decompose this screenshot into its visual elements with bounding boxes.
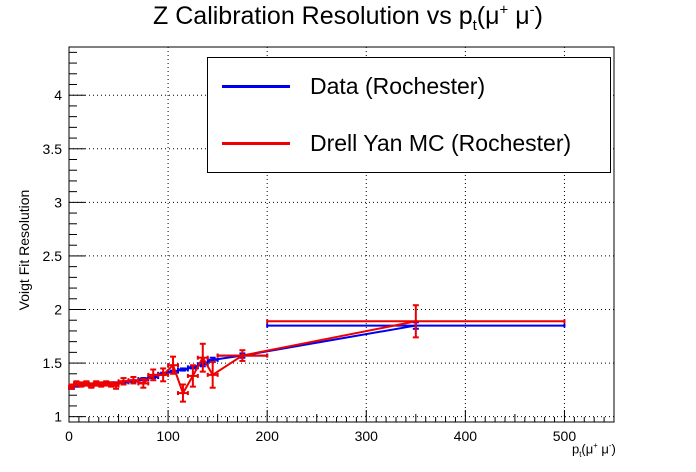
legend-item-mc: Drell Yan MC (Rochester) <box>222 128 571 158</box>
data-point <box>131 378 135 382</box>
y-tick-label: 4 <box>54 87 62 103</box>
data-point <box>79 383 83 386</box>
x-tick-label: 500 <box>553 428 577 444</box>
x-tick-label: 400 <box>454 428 478 444</box>
tick-layer: 0 100 200 300 400 500 1 1.5 2 2.5 3 3.5 4 <box>43 51 605 444</box>
y-tick-label: 3 <box>54 194 62 210</box>
data-point <box>161 373 165 377</box>
data-point <box>181 368 185 371</box>
data-point <box>211 358 215 362</box>
data-point <box>191 374 195 378</box>
data-point <box>171 363 175 367</box>
legend-swatch-data <box>222 84 290 88</box>
x-tick-label: 300 <box>355 428 379 444</box>
series-layer <box>68 304 566 403</box>
legend-label-data: Data (Rochester) <box>310 72 486 99</box>
data-point <box>104 381 108 385</box>
title-text: Z Calibration Resolution vs pt(μ+ μ-) <box>153 2 543 35</box>
y-tick-label: 2 <box>54 302 62 318</box>
data-point <box>69 385 73 389</box>
data-point <box>181 391 185 395</box>
x-tick-label: 200 <box>256 428 280 444</box>
data-point <box>99 383 103 386</box>
y-tick-label: 1 <box>54 409 62 425</box>
series-mc <box>68 304 566 403</box>
data-point <box>74 381 78 385</box>
data-point <box>84 381 88 385</box>
x-axis-label: pt(μ+ μ-) <box>572 441 616 459</box>
data-point <box>141 381 145 385</box>
data-point <box>109 383 113 386</box>
legend-item-data: Data (Rochester) <box>222 71 485 101</box>
chart-title: Z Calibration Resolution vs pt(μ+ μ-) <box>0 2 696 34</box>
x-tick-label: 100 <box>156 428 180 444</box>
y-tick-label: 2.5 <box>43 248 63 264</box>
y-axis-label: Voigt Fit Resolution <box>16 189 32 311</box>
legend: Data (Rochester) Drell Yan MC (Rochester… <box>207 57 611 173</box>
legend-label-mc: Drell Yan MC (Rochester) <box>310 129 572 156</box>
legend-swatch-mc <box>222 141 290 145</box>
data-point <box>240 354 244 358</box>
data-point <box>94 381 98 385</box>
data-point <box>114 384 118 388</box>
data-point <box>211 373 215 377</box>
y-tick-label: 3.5 <box>43 141 63 157</box>
y-tick-label: 1.5 <box>43 355 63 371</box>
data-point <box>151 373 155 377</box>
data-point <box>201 356 205 360</box>
x-tick-label: 0 <box>65 428 73 444</box>
data-point <box>414 319 418 323</box>
data-point <box>89 384 93 388</box>
data-point <box>122 379 125 383</box>
